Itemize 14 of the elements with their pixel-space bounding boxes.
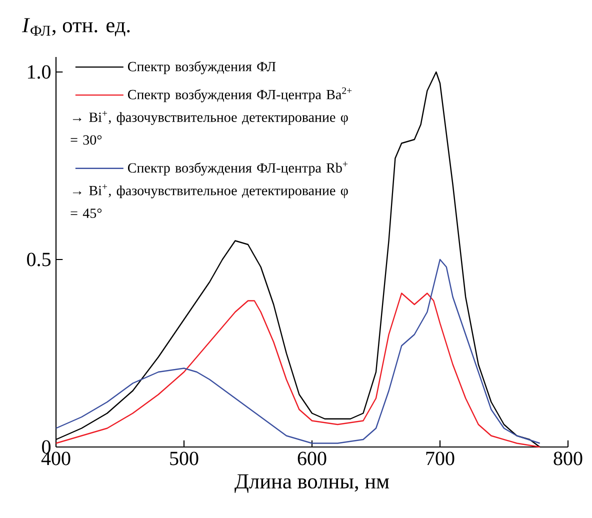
x-tick-label: 500 [170, 452, 198, 466]
legend-label: Спектр возбуждения ФЛ [128, 61, 276, 74]
y-axis-title: I$_{ФЛ}$, отн. ед. [22, 18, 130, 36]
y-tick-label: 0 [42, 440, 51, 454]
x-tick-label: 600 [298, 452, 326, 466]
text: Спектр возбуждения ФЛ-центра Ba$^{2+}$ → Bi$^{+}$, фазочувствительное детектирование φ = 30° [70, 87, 352, 145]
x-tick-label: 800 [554, 452, 582, 466]
line-series [55, 292, 540, 448]
x-axis-title: Длина волны, нм [234, 474, 390, 493]
text: Спектр возбуждения ФЛ-центра Rb$^{+}$ → Bi$^{+}$, фазочувствительное детектирование φ = 45° [70, 162, 348, 218]
x-tick-label: 400 [41, 452, 70, 466]
y-tick-label: 1.0 [28, 65, 51, 79]
y-tick-label: 0.5 [27, 252, 51, 266]
x-tick-label: 700 [426, 452, 454, 466]
